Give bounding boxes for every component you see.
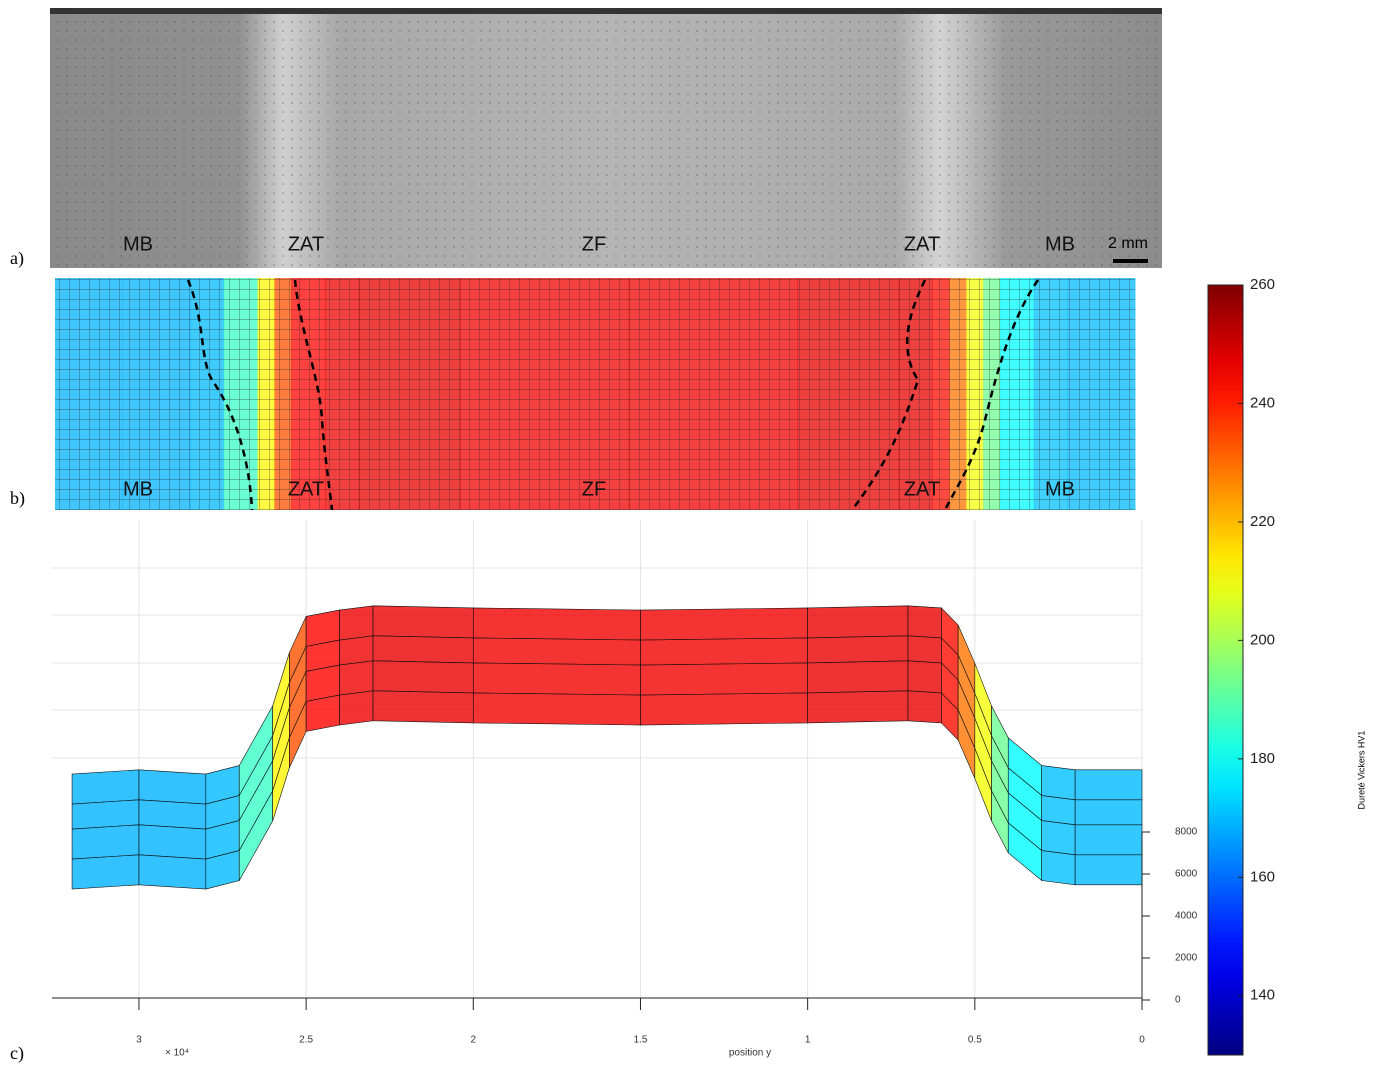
z-tick-label: 0 xyxy=(1175,995,1181,1006)
surface-cell xyxy=(807,635,909,664)
x-tick-label: 2.5 xyxy=(299,1035,313,1046)
surface-cell xyxy=(640,692,808,726)
surface-cell xyxy=(339,635,374,666)
surface-cell xyxy=(71,799,140,830)
colorbar-tick-label: 240 xyxy=(1250,394,1275,411)
colorbar-tick-label: 160 xyxy=(1250,868,1275,885)
indent-pattern xyxy=(50,8,1162,268)
zone-label: ZF xyxy=(582,478,606,500)
surface-cell xyxy=(640,607,808,641)
surface-cell xyxy=(472,607,641,641)
z-tick-label: 2000 xyxy=(1175,953,1198,964)
zone-label: MB xyxy=(123,478,153,500)
surface-cell xyxy=(1074,824,1143,856)
scale-text: 2 mm xyxy=(1108,235,1148,252)
edge xyxy=(50,8,1162,14)
zone-label: ZAT xyxy=(288,478,324,500)
surface-cell xyxy=(71,769,140,805)
surface-cell xyxy=(71,824,140,860)
zone-label: MB xyxy=(1045,478,1075,500)
x-axis-title: position y xyxy=(729,1048,771,1059)
surface-cell xyxy=(1041,795,1076,826)
surface-cell xyxy=(138,854,207,890)
surface-cell xyxy=(1041,820,1076,856)
surface-cell xyxy=(472,662,641,696)
surface-cell xyxy=(372,635,474,664)
colorbar xyxy=(1207,284,1244,1056)
surface-cell xyxy=(138,824,207,860)
surface-cell xyxy=(372,605,474,639)
surface xyxy=(71,605,1143,890)
surface-cell xyxy=(372,690,474,724)
surface-cell xyxy=(807,605,909,639)
colorbar-tick-label: 220 xyxy=(1250,513,1275,530)
z-tick-label: 8000 xyxy=(1175,827,1198,838)
zone-label: MB xyxy=(1045,233,1075,255)
colorbar-tick-label: 260 xyxy=(1250,276,1275,293)
panel-label: a) xyxy=(10,248,24,269)
x-tick-label: 0.5 xyxy=(968,1035,982,1046)
zone-label: ZAT xyxy=(904,478,940,500)
surface-cell xyxy=(305,694,340,732)
surface-cell xyxy=(71,854,140,890)
x-exponent: × 10⁴ xyxy=(165,1048,189,1059)
surface-cell xyxy=(807,660,909,694)
map-grid xyxy=(55,278,1135,510)
x-tick-label: 1.5 xyxy=(634,1035,648,1046)
panel-label: b) xyxy=(10,488,25,509)
colorbar-tick-label: 200 xyxy=(1250,631,1275,648)
surface-cell xyxy=(1041,850,1076,886)
surface-cell xyxy=(472,637,641,666)
colorbar-tick-label: 140 xyxy=(1250,987,1275,1004)
zone-label: ZAT xyxy=(288,233,324,255)
x-tick-label: 3 xyxy=(136,1035,142,1046)
surface-cell xyxy=(907,635,942,664)
z-tick-label: 6000 xyxy=(1175,869,1198,880)
surface-cell xyxy=(339,605,374,641)
surface-cell xyxy=(907,660,942,694)
surface-cell xyxy=(1074,854,1143,886)
surface-cell xyxy=(640,637,808,666)
colorbar-tick-label: 180 xyxy=(1250,750,1275,767)
x-tick-label: 2 xyxy=(471,1035,477,1046)
panel-label: c) xyxy=(10,1043,24,1064)
surface-cell xyxy=(372,660,474,694)
surface-cell xyxy=(1041,765,1076,801)
surface-cell xyxy=(138,769,207,805)
surface-cell xyxy=(472,692,641,726)
surface-cell xyxy=(138,799,207,830)
surface-cell xyxy=(1074,799,1143,826)
zone-label: ZAT xyxy=(904,233,940,255)
surface-cell xyxy=(339,690,374,726)
surface-cell xyxy=(907,605,942,639)
surface-cell xyxy=(907,690,942,724)
zone-label: ZF xyxy=(582,233,606,255)
x-tick-label: 1 xyxy=(805,1035,811,1046)
surface-cell xyxy=(640,662,808,696)
x-tick-label: 0 xyxy=(1139,1035,1145,1046)
zone-label: MB xyxy=(123,233,153,255)
colorbar-title: Dureté Vickers HV1 xyxy=(1356,731,1366,810)
surface-cell xyxy=(807,690,909,724)
zone-boundaries xyxy=(186,279,1040,511)
surface-cell xyxy=(339,660,374,696)
z-tick-label: 4000 xyxy=(1175,911,1198,922)
surface-cell xyxy=(1074,769,1143,801)
